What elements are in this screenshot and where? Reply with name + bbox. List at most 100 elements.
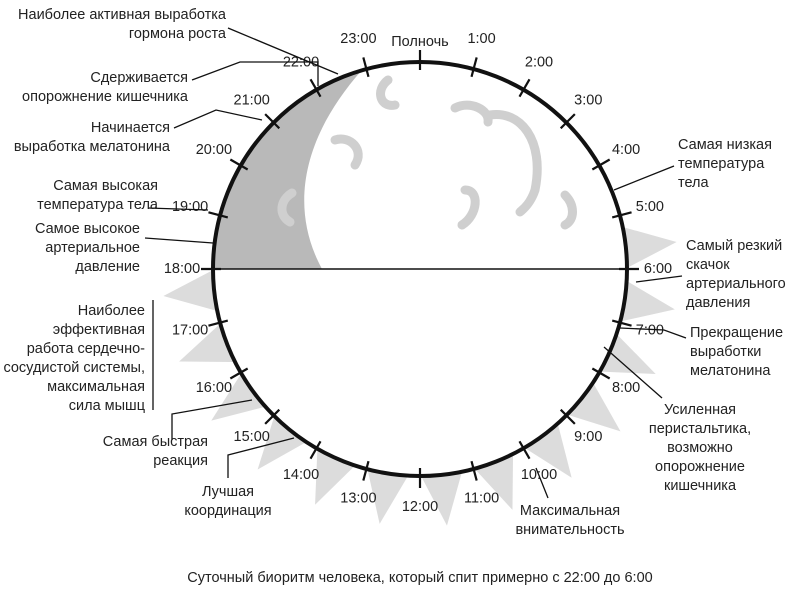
hour-label: 6:00: [644, 261, 672, 277]
hour-tick: [518, 78, 531, 98]
annotation-text: гормона роста: [129, 26, 227, 42]
annotation-text: Усиленная: [664, 402, 736, 418]
annotation-text: выработки: [690, 344, 761, 360]
leader-line: [635, 275, 683, 283]
annotation-text: Самая быстрая: [103, 434, 208, 450]
annotation-text: кишечника: [664, 478, 737, 494]
hour-tick: [229, 367, 249, 380]
hour-label: 16:00: [196, 380, 232, 396]
annotation-text: температура тела: [37, 197, 159, 213]
annotation-text: эффективная: [53, 322, 145, 338]
caption: Суточный биоритм человека, который спит …: [187, 570, 652, 586]
hour-label: 20:00: [196, 142, 232, 158]
hour-tick: [264, 408, 281, 425]
hour-label: 13:00: [340, 491, 376, 507]
hour-label: 4:00: [612, 142, 640, 158]
leader-line: [535, 467, 549, 499]
annotation-text: Наиболее активная выработка: [18, 7, 227, 23]
leader-line: [613, 165, 675, 191]
hour-label: 1:00: [467, 31, 495, 47]
hour-tick: [470, 460, 478, 481]
hour-label: 23:00: [340, 31, 376, 47]
annotations: Наиболее активная выработка гормона роста…: [3, 7, 785, 538]
hour-label: 22:00: [283, 55, 319, 71]
annotation-text: Максимальная: [520, 503, 620, 519]
annotation-text: давления: [686, 295, 750, 311]
hour-tick: [264, 113, 281, 130]
hour-tick: [470, 57, 478, 78]
leader-line: [619, 327, 687, 339]
hour-labels: 1:002:003:004:005:006:007:008:009:0010:0…: [164, 31, 672, 515]
hour-label: 17:00: [172, 322, 208, 338]
midnight-label: Полночь: [391, 34, 449, 50]
hour-tick: [559, 408, 576, 425]
hour-label: 19:00: [172, 199, 208, 215]
annotation-text: мелатонина: [690, 363, 771, 379]
annotation-text: температура: [678, 156, 765, 172]
annotation-text: опорожнение: [655, 459, 745, 475]
hour-tick: [309, 440, 322, 460]
annotation-text: Наиболее: [78, 303, 145, 319]
hour-label: 8:00: [612, 380, 640, 396]
leader-line: [173, 109, 263, 129]
hour-label: 9:00: [574, 429, 602, 445]
annotation-text: внимательность: [515, 522, 624, 538]
hour-tick: [591, 158, 611, 171]
hour-label: 5:00: [636, 199, 664, 215]
hour-label: 12:00: [402, 499, 438, 515]
annotation-text: координация: [184, 503, 271, 519]
leader-line: [603, 346, 663, 399]
hour-tick: [518, 440, 531, 460]
hour-label: 14:00: [283, 467, 319, 483]
hour-tick: [362, 460, 370, 481]
sun-ray: [163, 266, 225, 314]
leader-line: [147, 207, 209, 211]
annotation-text: работа сердечно-: [27, 341, 145, 357]
hour-label: 21:00: [234, 93, 270, 109]
annotation-text: давление: [75, 259, 140, 275]
annotation-text: артериального: [686, 276, 786, 292]
leader-line: [227, 27, 339, 75]
hour-tick: [208, 211, 229, 219]
hour-tick: [559, 113, 576, 130]
hour-label: 7:00: [636, 322, 664, 338]
annotation-text: Сдерживается: [90, 70, 188, 86]
annotation-text: Самое высокое: [35, 221, 140, 237]
sun-ray: [559, 375, 621, 432]
annotation-text: Прекращение: [690, 325, 783, 341]
annotation-text: Самая высокая: [53, 178, 158, 194]
night-shade: [212, 70, 362, 269]
sun-ray: [257, 408, 314, 470]
annotation-text: Лучшая: [202, 484, 254, 500]
hour-tick: [362, 57, 370, 78]
annotation-text: артериальное: [45, 240, 140, 256]
annotation-text: перистальтика,: [649, 421, 751, 437]
leader-line: [171, 399, 253, 440]
annotation-text: Самый резкий: [686, 238, 782, 254]
hour-label: 11:00: [464, 491, 499, 507]
annotation-text: опорожнение кишечника: [22, 89, 189, 105]
annotation-text: возможно: [667, 440, 733, 456]
annotation-text: тела: [678, 175, 710, 191]
hour-tick: [309, 78, 322, 98]
annotation-text: скачок: [686, 257, 730, 273]
annotation-text: реакция: [153, 453, 208, 469]
hour-label: 15:00: [234, 429, 270, 445]
hour-ticks: [201, 50, 639, 488]
annotation-text: сила мышц: [69, 398, 145, 414]
hour-tick: [591, 367, 611, 380]
sun-ray: [211, 366, 274, 421]
hour-tick: [229, 158, 249, 171]
sun-ray: [615, 224, 677, 272]
annotation-text: максимальная: [47, 379, 145, 395]
annotation-text: Самая низкая: [678, 137, 772, 153]
annotation-text: сосудистой системы,: [3, 360, 145, 376]
annotation-text: Начинается: [91, 120, 170, 136]
hour-tick: [208, 319, 229, 327]
annotation-text: выработка мелатонина: [14, 139, 171, 155]
hour-label: 2:00: [525, 55, 553, 71]
sun-ray: [417, 464, 465, 526]
hour-tick: [611, 211, 632, 219]
leader-line: [144, 237, 214, 244]
